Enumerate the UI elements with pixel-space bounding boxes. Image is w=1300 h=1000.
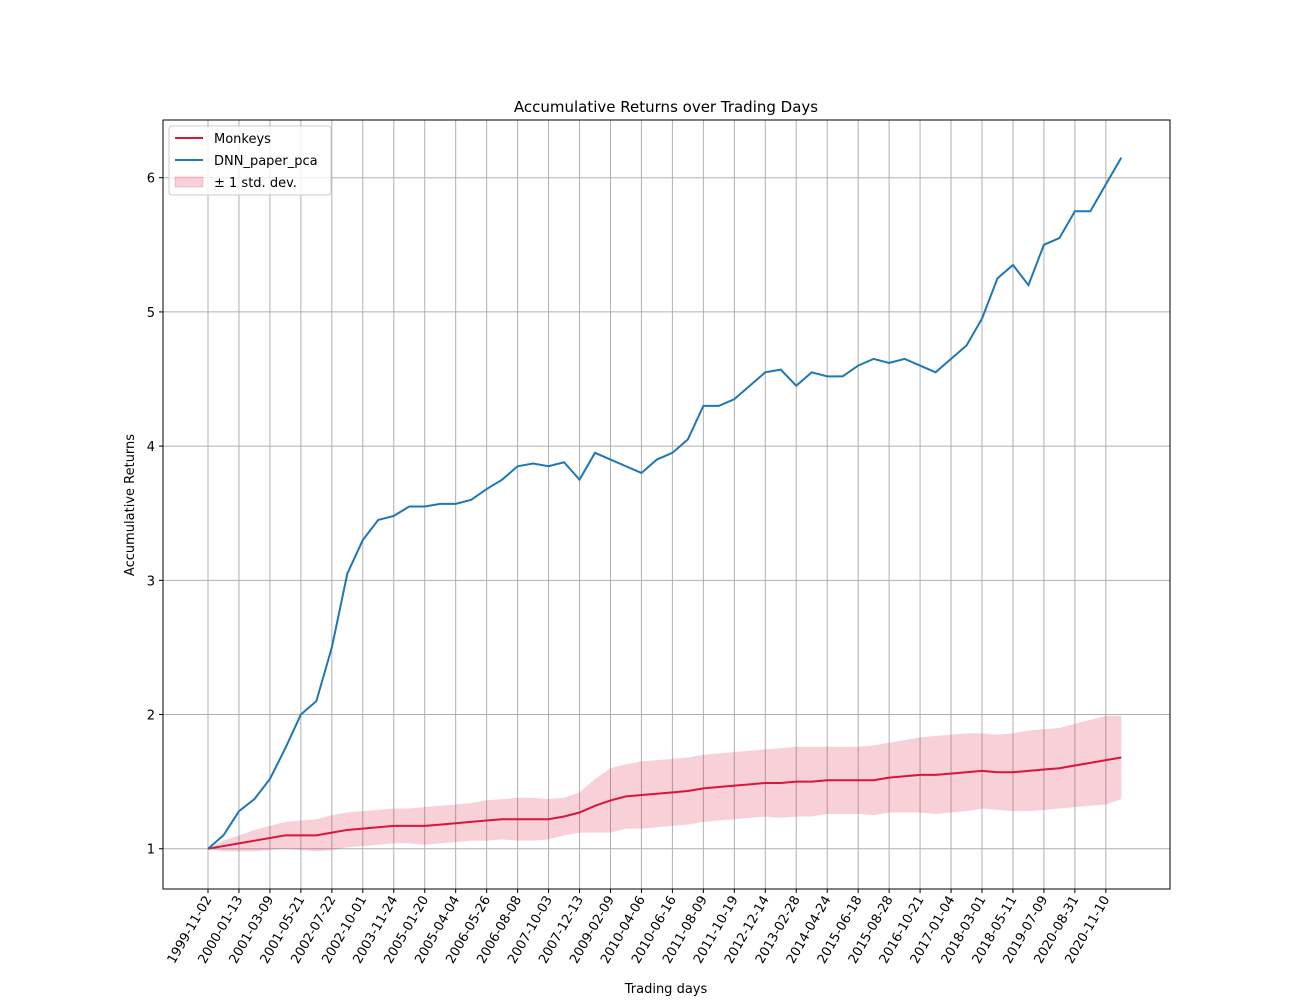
y-axis-label: Accumulative Returns [123,434,138,576]
legend-swatch [174,176,204,188]
y-tick-label: 5 [147,306,155,321]
legend-label: Monkeys [214,132,271,147]
legend-label: ± 1 std. dev. [214,176,297,191]
y-tick-label: 4 [147,440,155,455]
legend-box [168,125,332,196]
y-tick-label: 6 [147,172,155,187]
y-tick-label: 1 [147,843,155,858]
chart-title: Accumulative Returns over Trading Days [514,98,818,116]
std-band [208,715,1122,852]
series-line [207,756,1122,850]
x-axis-label: Trading days [624,982,708,997]
plot-frame [162,119,1171,890]
legend: Monkeys DNN_paper_pca ± 1 std. dev. [168,125,332,196]
y-tick-label: 3 [147,574,155,589]
y-tick-label: 2 [147,709,155,724]
legend-label: DNN_paper_pca [214,154,318,169]
series-line [207,157,1123,850]
